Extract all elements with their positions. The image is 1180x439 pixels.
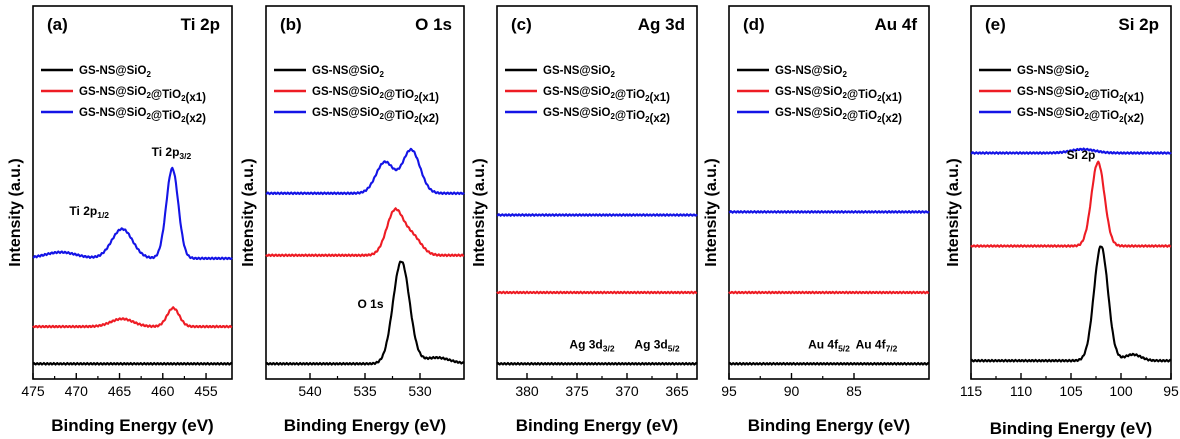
x-tick-label: 105	[1059, 383, 1083, 399]
panel-label: (b)	[280, 15, 302, 34]
x-tick-label: 110	[1010, 383, 1033, 399]
peak-annotation: Ag 3d3/2	[569, 337, 614, 353]
x-axis-label: Binding Energy (eV)	[516, 416, 678, 435]
x-tick-label: 530	[408, 383, 432, 399]
panel-label: (c)	[511, 15, 532, 34]
series-line-0	[728, 361, 930, 366]
peak-annotation: O 1s	[357, 297, 383, 311]
x-tick-label: 95	[721, 383, 737, 399]
series-line-1	[265, 207, 465, 258]
x-tick-label: 540	[298, 383, 322, 399]
panel-b: 540 535 530 Binding Energy (eV) Intensity (a…	[240, 5, 465, 435]
panel-title: Ti 2p	[181, 15, 220, 34]
x-tick-label: 90	[784, 383, 800, 399]
x-tick-label: 365	[665, 383, 689, 399]
series-line-1	[728, 290, 930, 295]
panel-label: (e)	[985, 15, 1006, 34]
x-tick-label: 115	[960, 383, 983, 399]
y-axis-label: Intensity (a.u.)	[240, 158, 257, 266]
panel-e: 115 110 105 100 95 Binding Energy (eV) Intensi…	[945, 5, 1179, 438]
series-line-1	[970, 160, 1172, 248]
x-axis-label: Binding Energy (eV)	[748, 416, 910, 435]
panel-label: (a)	[47, 15, 68, 34]
x-tick-label: 95	[1163, 383, 1179, 399]
panel-d: 95 90 85 Binding Energy (eV) Intensity (a.u.…	[703, 5, 930, 435]
series-line-0	[496, 361, 698, 366]
x-tick-label: 380	[515, 383, 539, 399]
x-axis-label: Binding Energy (eV)	[284, 416, 446, 435]
series-line-0	[970, 245, 1172, 363]
legend-label: GS-NS@SiO2@TiO2(x1)	[543, 86, 670, 104]
peak-annotation: Ti 2p1/2	[69, 204, 109, 220]
legend-label: GS-NS@SiO2@TiO2(x2)	[79, 107, 206, 125]
legend-label: GS-NS@SiO2@TiO2(x1)	[775, 86, 902, 104]
legend-label: GS-NS@SiO2@TiO2(x1)	[1017, 86, 1144, 104]
legend-label: GS-NS@SiO2@TiO2(x2)	[312, 107, 439, 125]
x-tick-label: 475	[21, 383, 45, 399]
panel-label: (d)	[743, 15, 765, 34]
panel-title: Si 2p	[1118, 15, 1159, 34]
series-line-2	[265, 147, 465, 196]
x-axis-label: Binding Energy (eV)	[990, 419, 1152, 438]
plot-frame	[32, 5, 233, 380]
series-line-2	[970, 147, 1172, 155]
x-tick-label: 460	[151, 383, 175, 399]
series-line-1	[496, 290, 698, 295]
legend-label: GS-NS@SiO2	[1017, 65, 1089, 79]
legend-label: GS-NS@SiO2	[79, 65, 151, 79]
peak-annotation: Si 2p	[1067, 148, 1096, 162]
y-axis-label: Intensity (a.u.)	[945, 158, 962, 266]
legend-label: GS-NS@SiO2@TiO2(x2)	[1017, 107, 1144, 125]
peak-annotation: Au 4f5/2	[808, 337, 850, 353]
legend-label: GS-NS@SiO2@TiO2(x2)	[775, 107, 902, 125]
x-axis-label: Binding Energy (eV)	[51, 416, 213, 435]
panel-title: Au 4f	[875, 15, 918, 34]
legend-label: GS-NS@SiO2	[775, 65, 847, 79]
x-tick-label: 535	[353, 383, 377, 399]
legend-label: GS-NS@SiO2@TiO2(x2)	[543, 107, 670, 125]
panel-a: 475 470 465 460 455 Binding Energy (eV) Intens…	[7, 5, 233, 435]
plot-frame	[970, 5, 1172, 380]
x-tick-label: 100	[1109, 383, 1133, 399]
x-tick-label: 85	[846, 383, 862, 399]
peak-annotation: Au 4f7/2	[856, 337, 898, 353]
series-line-2	[32, 166, 233, 261]
y-axis-label: Intensity (a.u.)	[471, 158, 488, 266]
legend-label: GS-NS@SiO2	[543, 65, 615, 79]
legend-label: GS-NS@SiO2@TiO2(x1)	[312, 86, 439, 104]
x-tick-label: 455	[194, 383, 218, 399]
peak-annotation: Ti 2p3/2	[152, 145, 192, 161]
x-tick-label: 370	[615, 383, 639, 399]
x-tick-label: 465	[108, 383, 132, 399]
plot-frame	[496, 5, 698, 380]
series-line-1	[32, 306, 233, 329]
series-line-0	[32, 361, 233, 366]
plot-frame	[728, 5, 930, 380]
y-axis-label: Intensity (a.u.)	[703, 158, 720, 266]
legend-label: GS-NS@SiO2	[312, 65, 384, 79]
peak-annotation: Ag 3d5/2	[634, 337, 679, 353]
panel-title: Ag 3d	[638, 15, 685, 34]
series-line-2	[728, 210, 930, 214]
panel-title: O 1s	[415, 15, 452, 34]
legend-label: GS-NS@SiO2@TiO2(x1)	[79, 86, 206, 104]
series-line-0	[265, 260, 465, 366]
x-tick-label: 470	[65, 383, 89, 399]
y-axis-label: Intensity (a.u.)	[7, 158, 24, 266]
x-tick-label: 375	[565, 383, 589, 399]
panel-c: 380 375 370 365 Binding Energy (eV) Intensity…	[471, 5, 698, 435]
series-line-2	[496, 213, 698, 217]
